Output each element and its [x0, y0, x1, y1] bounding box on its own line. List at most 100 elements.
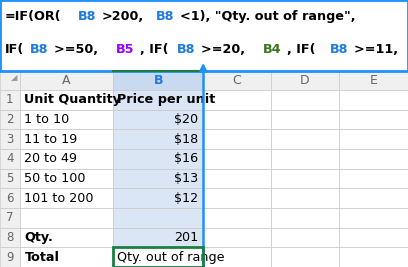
- Text: >=50,: >=50,: [53, 43, 102, 56]
- Bar: [203, 110, 271, 129]
- Text: $16: $16: [174, 152, 198, 165]
- Bar: [339, 208, 408, 228]
- Text: B8: B8: [177, 43, 195, 56]
- Text: 4: 4: [6, 152, 13, 165]
- Bar: [203, 90, 271, 110]
- Bar: [339, 110, 408, 129]
- Text: B8: B8: [156, 10, 175, 23]
- Bar: [0, 90, 20, 110]
- Text: , IF(: , IF(: [140, 43, 169, 56]
- Bar: [0, 228, 20, 247]
- Bar: [339, 149, 408, 169]
- Bar: [203, 228, 271, 247]
- Text: Qty.: Qty.: [24, 231, 53, 244]
- Text: $12: $12: [174, 192, 198, 205]
- Text: ◢: ◢: [11, 73, 18, 82]
- Bar: [113, 110, 203, 129]
- Bar: [20, 228, 113, 247]
- Bar: [271, 90, 339, 110]
- Text: >=20,: >=20,: [201, 43, 249, 56]
- Bar: [203, 247, 271, 267]
- Text: >200,: >200,: [102, 10, 144, 23]
- Bar: [271, 169, 339, 188]
- Text: Unit Quantity: Unit Quantity: [24, 93, 121, 106]
- Bar: [0, 208, 20, 228]
- Text: D: D: [300, 74, 310, 87]
- Bar: [113, 90, 203, 110]
- Bar: [271, 228, 339, 247]
- Bar: [0, 129, 20, 149]
- Bar: [113, 208, 203, 228]
- Bar: [113, 228, 203, 247]
- Text: >=11,: >=11,: [354, 43, 402, 56]
- Bar: [0, 188, 20, 208]
- Text: Qty. out of range: Qty. out of range: [117, 251, 224, 264]
- Text: =IF(OR(: =IF(OR(: [5, 10, 61, 23]
- Bar: [20, 188, 113, 208]
- Text: 1 to 10: 1 to 10: [24, 113, 70, 126]
- Bar: [203, 188, 271, 208]
- Bar: [271, 110, 339, 129]
- Text: B5: B5: [116, 43, 135, 56]
- Bar: [113, 129, 203, 149]
- Bar: [339, 71, 408, 90]
- Bar: [113, 247, 203, 267]
- Bar: [113, 149, 203, 169]
- Text: <1), "Qty. out of range",: <1), "Qty. out of range",: [180, 10, 360, 23]
- Bar: [0, 0, 408, 71]
- Text: , IF(: , IF(: [287, 43, 320, 56]
- Bar: [113, 247, 203, 267]
- Bar: [271, 188, 339, 208]
- Text: 2: 2: [6, 113, 13, 126]
- Text: 6: 6: [6, 192, 13, 205]
- Text: E: E: [370, 74, 377, 87]
- Text: 101 to 200: 101 to 200: [24, 192, 94, 205]
- Text: Price per unit: Price per unit: [117, 93, 215, 106]
- Bar: [0, 110, 20, 129]
- Text: IF(: IF(: [5, 43, 24, 56]
- Bar: [203, 208, 271, 228]
- Text: $20: $20: [174, 113, 198, 126]
- Bar: [20, 90, 113, 110]
- Bar: [113, 71, 203, 90]
- Text: $18: $18: [174, 133, 198, 146]
- Bar: [271, 129, 339, 149]
- Bar: [203, 169, 271, 188]
- Bar: [271, 247, 339, 267]
- Text: B: B: [153, 74, 163, 87]
- Bar: [339, 90, 408, 110]
- Text: B8: B8: [330, 43, 348, 56]
- Text: A: A: [62, 74, 71, 87]
- Bar: [339, 188, 408, 208]
- Bar: [0, 71, 20, 90]
- Bar: [0, 247, 20, 267]
- Bar: [20, 110, 113, 129]
- Text: 8: 8: [6, 231, 13, 244]
- Bar: [0, 149, 20, 169]
- Bar: [203, 129, 271, 149]
- Bar: [20, 129, 113, 149]
- Bar: [20, 149, 113, 169]
- Bar: [113, 169, 203, 188]
- Bar: [271, 149, 339, 169]
- Text: 5: 5: [6, 172, 13, 185]
- Text: B8: B8: [78, 10, 96, 23]
- Bar: [339, 247, 408, 267]
- Text: B8: B8: [30, 43, 48, 56]
- Text: 50 to 100: 50 to 100: [24, 172, 86, 185]
- Text: C: C: [233, 74, 242, 87]
- Bar: [339, 169, 408, 188]
- Text: B4: B4: [263, 43, 282, 56]
- Text: 201: 201: [174, 231, 198, 244]
- Bar: [0, 169, 20, 188]
- Text: 7: 7: [6, 211, 13, 224]
- Text: 1: 1: [6, 93, 13, 106]
- Bar: [113, 188, 203, 208]
- Text: Total: Total: [24, 251, 60, 264]
- Bar: [339, 129, 408, 149]
- Text: 9: 9: [6, 251, 13, 264]
- Bar: [20, 247, 113, 267]
- Bar: [271, 71, 339, 90]
- Text: $13: $13: [174, 172, 198, 185]
- Text: 3: 3: [6, 133, 13, 146]
